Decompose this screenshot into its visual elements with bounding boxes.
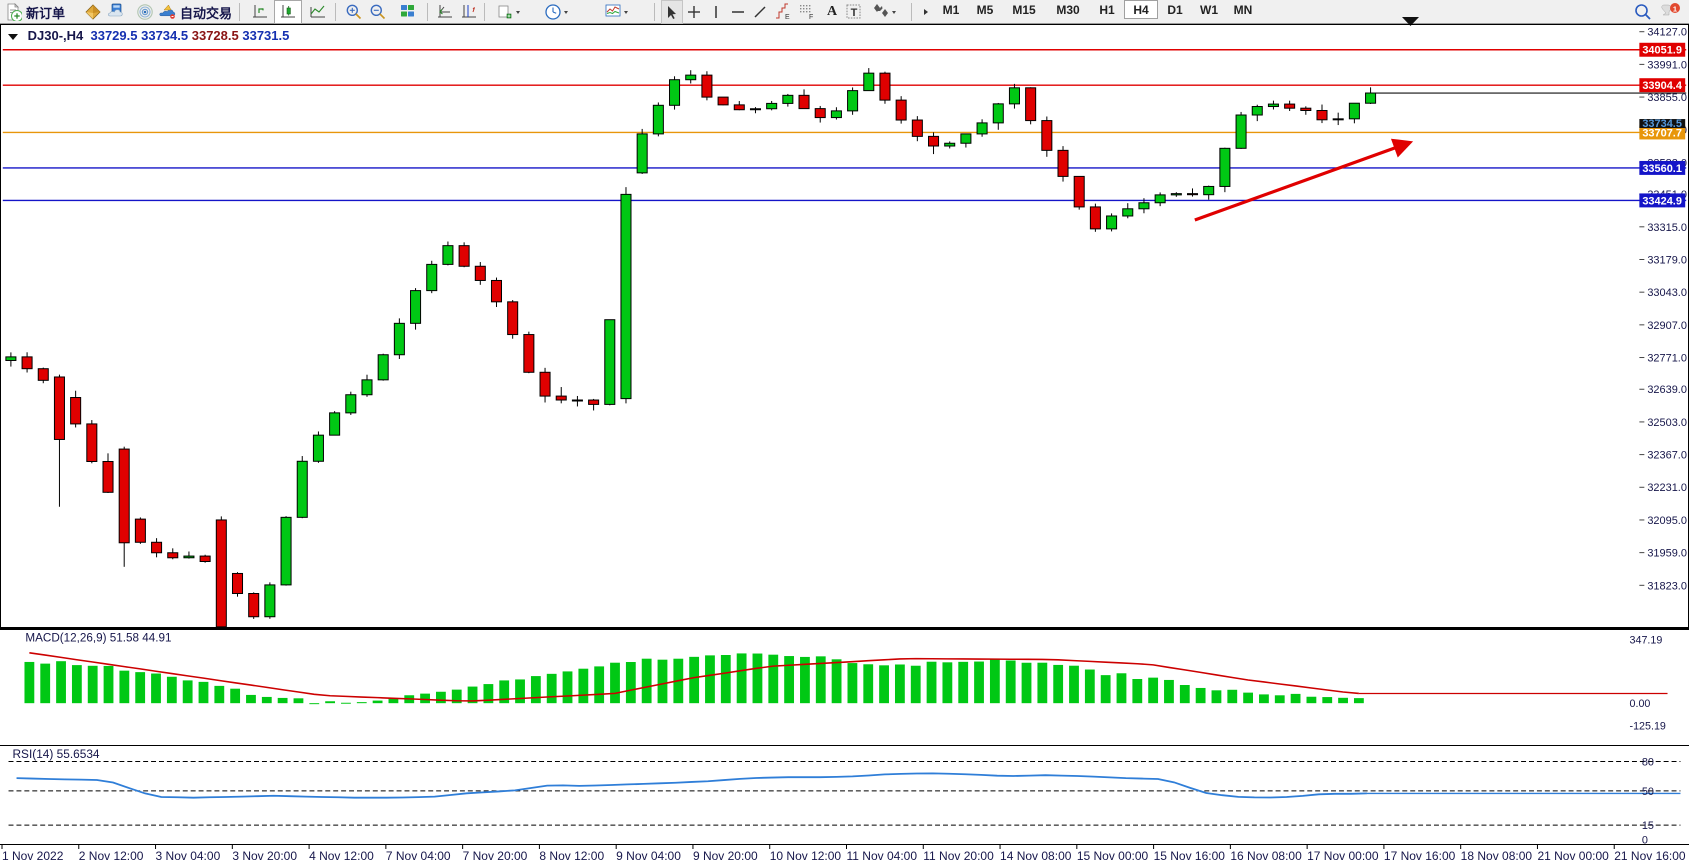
svg-text:11 Nov 20:00: 11 Nov 20:00	[923, 849, 994, 863]
svg-text:347.19: 347.19	[1630, 635, 1663, 647]
svg-text:32231.0: 32231.0	[1647, 482, 1687, 494]
svg-text:33560.1: 33560.1	[1642, 163, 1682, 175]
svg-text:32503.0: 32503.0	[1647, 417, 1687, 429]
svg-text:4 Nov 12:00: 4 Nov 12:00	[309, 849, 374, 863]
svg-text:50: 50	[1642, 786, 1654, 798]
svg-text:21 Nov 00:00: 21 Nov 00:00	[1537, 849, 1609, 863]
svg-text:16 Nov 08:00: 16 Nov 08:00	[1230, 849, 1302, 863]
svg-text:MACD(12,26,9) 51.58 44.91: MACD(12,26,9) 51.58 44.91	[25, 632, 171, 645]
svg-text:F: F	[809, 14, 813, 21]
svg-text:17 Nov 00:00: 17 Nov 00:00	[1307, 849, 1379, 863]
svg-text:7 Nov 04:00: 7 Nov 04:00	[386, 849, 451, 863]
svg-text:0: 0	[1642, 835, 1648, 845]
svg-text:34051.9: 34051.9	[1642, 45, 1682, 57]
svg-text:32639.0: 32639.0	[1647, 384, 1687, 396]
svg-text:33043.0: 33043.0	[1647, 287, 1687, 299]
svg-text:E: E	[785, 14, 790, 21]
svg-text:9 Nov 04:00: 9 Nov 04:00	[616, 849, 681, 863]
svg-text:33315.0: 33315.0	[1647, 222, 1687, 234]
svg-text:1 Nov 2022: 1 Nov 2022	[2, 849, 64, 863]
svg-text:34127.0: 34127.0	[1647, 27, 1687, 39]
svg-text:33424.9: 33424.9	[1642, 195, 1682, 207]
svg-text:18 Nov 08:00: 18 Nov 08:00	[1461, 849, 1533, 863]
svg-text:33179.0: 33179.0	[1647, 254, 1687, 266]
svg-text:15 Nov 16:00: 15 Nov 16:00	[1154, 849, 1226, 863]
svg-text:32907.0: 32907.0	[1647, 320, 1687, 332]
svg-text:32095.0: 32095.0	[1647, 515, 1687, 527]
svg-text:17 Nov 16:00: 17 Nov 16:00	[1384, 849, 1456, 863]
svg-text:21 Nov 16:00: 21 Nov 16:00	[1614, 849, 1686, 863]
svg-text:10 Nov 12:00: 10 Nov 12:00	[770, 849, 842, 863]
svg-text:9 Nov 20:00: 9 Nov 20:00	[693, 849, 758, 863]
svg-text:33991.0: 33991.0	[1647, 59, 1687, 71]
svg-text:14 Nov 08:00: 14 Nov 08:00	[1000, 849, 1072, 863]
svg-text:7 Nov 20:00: 7 Nov 20:00	[463, 849, 528, 863]
svg-text:3 Nov 20:00: 3 Nov 20:00	[232, 849, 297, 863]
svg-text:33855.0: 33855.0	[1647, 92, 1687, 104]
svg-text:0.00: 0.00	[1630, 698, 1651, 710]
svg-text:33734.5: 33734.5	[1642, 118, 1682, 130]
svg-text:RSI(14) 55.6534: RSI(14) 55.6534	[12, 747, 99, 761]
svg-text:31959.0: 31959.0	[1647, 548, 1687, 560]
svg-text:100: 100	[1642, 746, 1660, 749]
svg-text:3 Nov 04:00: 3 Nov 04:00	[156, 849, 221, 863]
svg-text:15: 15	[1642, 820, 1654, 832]
svg-text:32367.0: 32367.0	[1647, 450, 1687, 462]
svg-text:8 Nov 12:00: 8 Nov 12:00	[539, 849, 604, 863]
svg-text:2 Nov 12:00: 2 Nov 12:00	[79, 849, 144, 863]
svg-text:T: T	[851, 7, 858, 19]
svg-text:31823.0: 31823.0	[1647, 580, 1687, 592]
svg-text:32771.0: 32771.0	[1647, 353, 1687, 365]
svg-text:1: 1	[1673, 4, 1677, 13]
svg-text:11 Nov 04:00: 11 Nov 04:00	[847, 849, 918, 863]
svg-text:33904.4: 33904.4	[1642, 80, 1683, 92]
svg-text:-125.19: -125.19	[1630, 720, 1666, 732]
svg-text:15 Nov 00:00: 15 Nov 00:00	[1077, 849, 1149, 863]
svg-text:80: 80	[1642, 757, 1654, 769]
